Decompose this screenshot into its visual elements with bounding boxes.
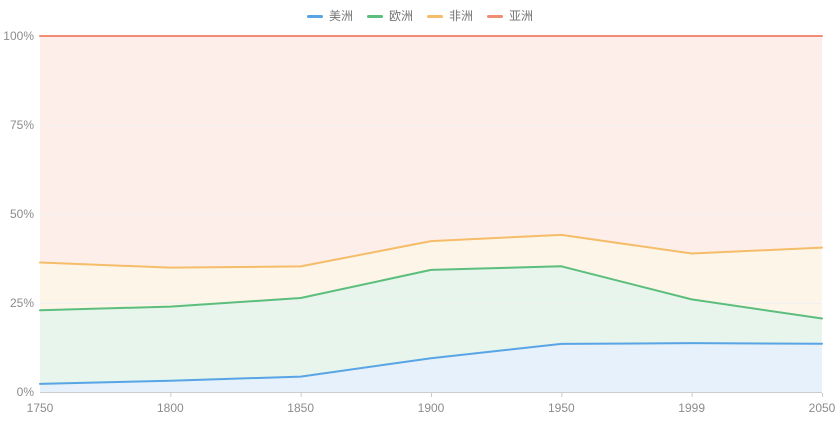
legend-item-label: 亚洲	[509, 9, 534, 23]
legend-line-icon	[366, 14, 383, 18]
legend-item-0[interactable]: 美洲	[306, 9, 353, 23]
series-area-3	[40, 36, 822, 268]
y-axis-label: 50%	[9, 207, 34, 221]
legend-item-3[interactable]: 亚洲	[487, 9, 533, 23]
legend-item-2[interactable]: 非洲	[427, 9, 473, 23]
legend-item-1[interactable]: 欧洲	[366, 9, 413, 23]
series-area-1	[40, 266, 822, 384]
legend-line-icon	[427, 14, 443, 18]
series-line-1	[39, 265, 823, 320]
series-line-0	[39, 342, 823, 385]
legend: 美洲 欧洲 非洲 亚洲	[0, 7, 840, 25]
x-axis-label: 1900	[417, 401, 445, 415]
legend-item-label: 美洲	[328, 9, 353, 23]
series-line-2	[39, 233, 823, 269]
x-axis-label: 1800	[156, 401, 184, 415]
legend-line-icon	[306, 14, 323, 18]
legend-line-icon	[487, 14, 504, 18]
y-axis-label: 25%	[9, 296, 34, 310]
x-axis-label: 1850	[287, 401, 314, 415]
x-axis-label: 2050	[808, 401, 836, 415]
x-axis-label: 1950	[547, 401, 575, 415]
legend-item-label: 欧洲	[388, 9, 413, 23]
legend-item-label: 非洲	[449, 9, 474, 23]
x-axis-label: 1750	[26, 401, 54, 415]
y-axis-label: 100%	[3, 29, 34, 43]
x-axis-label: 1999	[678, 401, 705, 415]
y-axis-label: 75%	[9, 118, 34, 132]
series-area-0	[40, 343, 822, 392]
y-axis-label: 0%	[16, 385, 34, 399]
series-area-2	[40, 234, 822, 319]
